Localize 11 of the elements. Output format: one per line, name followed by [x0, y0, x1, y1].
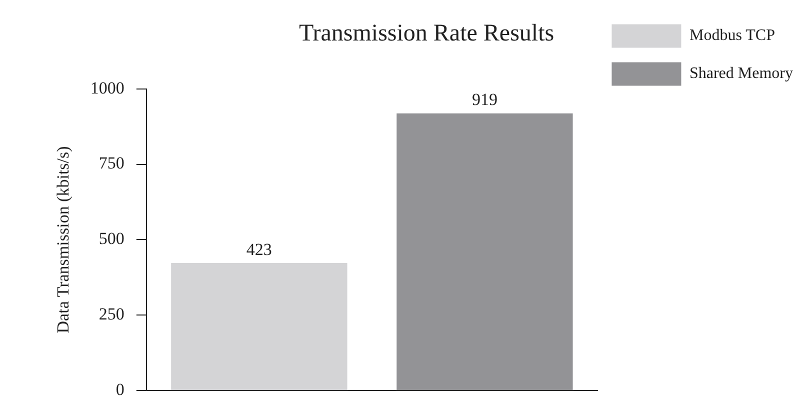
data-label: 423 — [246, 240, 272, 259]
y-tick-label: 500 — [98, 229, 124, 248]
legend-label: Modbus TCP — [689, 27, 776, 44]
y-tick-label: 250 — [98, 304, 124, 324]
y-tick-label: 1000 — [90, 78, 124, 98]
data-label: 919 — [472, 90, 498, 110]
legend-label: Shared Memory — [689, 65, 793, 82]
y-tick-label: 750 — [98, 154, 124, 173]
y-tick-label: 0 — [116, 380, 124, 400]
y-axis-title: Data Transmission (kbits/s) — [54, 146, 73, 334]
chart-title: Transmission Rate Results — [298, 20, 554, 47]
